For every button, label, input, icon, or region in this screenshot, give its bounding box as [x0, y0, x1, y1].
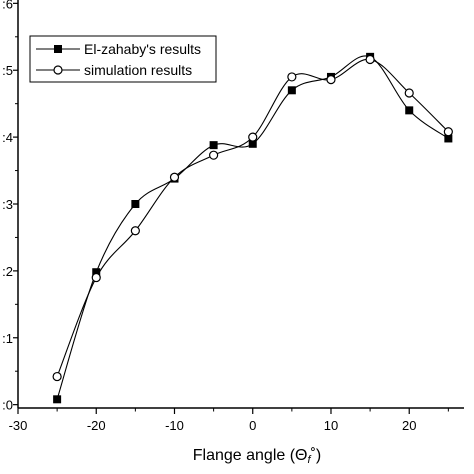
data-point-square	[53, 395, 62, 404]
data-point-circle	[52, 371, 62, 382]
data-point-square	[248, 139, 257, 148]
x-axis-title-suffix: ˚)	[311, 447, 322, 464]
data-point-circle	[91, 272, 101, 283]
y-tick-label: :1	[2, 331, 13, 346]
data-point-circle	[169, 172, 180, 182]
x-tick-label: -10	[165, 418, 184, 433]
data-point-square	[131, 200, 140, 208]
legend-box	[29, 35, 217, 83]
data-point-circle	[287, 72, 297, 82]
data-point-circle	[130, 226, 140, 236]
axis-ticks	[13, 2, 449, 414]
y-tick-label: :5	[2, 63, 13, 78]
x-tick-label: -30	[9, 418, 28, 433]
x-tick-label: -20	[87, 418, 106, 433]
data-point-circle	[365, 54, 375, 65]
y-tick-label: :4	[2, 130, 13, 145]
y-tick-label: :2	[2, 264, 13, 279]
data-point-circle	[326, 74, 336, 85]
legend-label-2: simulation results	[84, 62, 192, 78]
series-curves	[56, 55, 449, 400]
data-point-square	[287, 86, 296, 95]
legend-label-1: El-zahaby's results	[84, 41, 201, 57]
y-tick-label: :0	[2, 398, 13, 413]
legend-square-marker	[54, 45, 62, 53]
series-markers	[52, 52, 453, 404]
legend-circle-marker	[53, 65, 63, 75]
series-line-1	[56, 55, 449, 400]
axis-tick-labels: -30 -20 -10 0 10 20 :0 :1 :2 :3 :4 :5 :6	[2, 0, 416, 433]
data-point-circle	[443, 127, 453, 137]
data-point-square	[92, 268, 101, 277]
data-point-circle	[404, 88, 414, 98]
x-axis-title-main: Flange angle (Θ	[193, 447, 308, 464]
data-point-square	[405, 106, 414, 115]
data-point-circle	[209, 150, 219, 160]
plot-area	[52, 52, 453, 404]
x-tick-label: 10	[324, 418, 338, 433]
data-point-circle	[248, 132, 258, 142]
data-point-square	[209, 141, 218, 150]
x-tick-label: 20	[402, 418, 416, 433]
series-line-2	[56, 58, 449, 377]
data-point-square	[444, 134, 453, 143]
legend: El-zahaby's results simulation results	[29, 35, 217, 83]
x-axis-title-subscript: f	[308, 454, 312, 466]
y-tick-label: :3	[2, 197, 13, 212]
x-tick-label: 0	[249, 418, 256, 433]
x-axis-title: Flange angle (Θf˚)	[193, 447, 321, 466]
y-tick-label: :6	[2, 0, 13, 11]
